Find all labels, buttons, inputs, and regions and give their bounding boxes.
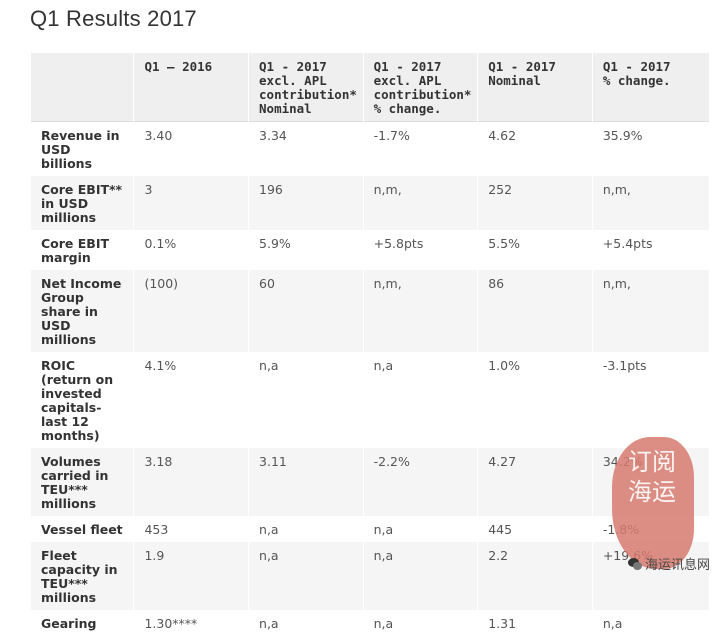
- table-cell: 60: [248, 270, 364, 352]
- header-row: Q1 – 2016 Q1 - 2017 excl. APL contribution…: [29, 53, 709, 122]
- watermark-seal: [612, 437, 694, 569]
- table-cell: 3.40: [133, 121, 249, 176]
- row-label: ROIC (return on invested capitals- last …: [29, 352, 134, 448]
- table-cell: +5.8pts: [362, 230, 478, 270]
- table-cell: 3.18: [133, 448, 249, 516]
- page-title: Q1 Results 2017: [30, 6, 197, 31]
- row-label: Net Income Group share in USD millions: [29, 270, 134, 352]
- table-row: Net Income Group share in USD millions (1…: [29, 270, 709, 352]
- header-cell: Q1 - 2017 excl. APL contribution*% change.: [362, 53, 478, 122]
- table-cell: 3.11: [248, 448, 364, 516]
- header-cell: Q1 - 2017 excl. APL contribution* Nominal: [248, 53, 364, 122]
- watermark-text: 海运讯息网: [644, 558, 710, 573]
- row-label: Vessel fleet: [29, 516, 134, 542]
- header-cell: Q1 - 2017 Nominal: [477, 53, 593, 122]
- row-label: Fleet capacity in TEU*** millions: [29, 542, 134, 610]
- table-cell: 196: [248, 176, 364, 230]
- table-cell: n,a: [362, 542, 478, 610]
- table-cell: 1.0%: [477, 352, 593, 448]
- row-label: Gearing: [29, 610, 134, 636]
- watermark-seal-text: 订阅海运: [628, 448, 676, 506]
- table-cell: 1.30****: [133, 610, 249, 636]
- table-cell: 3: [133, 176, 249, 230]
- table-cell: (100): [133, 270, 249, 352]
- table-cell: 5.9%: [248, 230, 364, 270]
- table-cell: 252: [477, 176, 593, 230]
- wechat-icon: [627, 558, 642, 570]
- table-cell: n,m,: [591, 176, 709, 230]
- table-row: Core EBIT margin 0.1% 5.9% +5.8pts 5.5% +5.4p…: [29, 230, 709, 270]
- table-cell: -1.7%: [362, 121, 478, 176]
- table-cell: 0.1%: [133, 230, 249, 270]
- table-cell: 86: [477, 270, 593, 352]
- table-cell: 4.27: [477, 448, 593, 516]
- header-cell: Q1 – 2016: [133, 53, 249, 122]
- table-row: ROIC (return on invested capitals- last …: [29, 352, 709, 448]
- table-row: Gearing 1.30**** n,a n,a 1.31 n,a: [29, 610, 709, 636]
- table-row: Core EBIT** in USD millions 3 196 n,m, 252 n,…: [29, 176, 709, 230]
- row-label: Revenue in USD billions: [29, 121, 134, 176]
- table-cell: -2.2%: [362, 448, 478, 516]
- table-cell: 4.62: [477, 121, 593, 176]
- table-cell: n,a: [248, 610, 364, 636]
- table-cell: n,m,: [362, 270, 478, 352]
- table-row: Revenue in USD billions 3.40 3.34 -1.7% 4.62…: [29, 121, 709, 176]
- table-cell: n,a: [591, 610, 709, 636]
- header-cell: [29, 53, 134, 122]
- table-cell: n,a: [248, 542, 364, 610]
- table-cell: 2.2: [477, 542, 593, 610]
- table-cell: 1.9: [133, 542, 249, 610]
- table-cell: -3.1pts: [591, 352, 709, 448]
- row-label: Core EBIT** in USD millions: [29, 176, 134, 230]
- table-cell: 4.1%: [133, 352, 249, 448]
- table-cell: 1.31: [477, 610, 593, 636]
- table-cell: n,m,: [591, 270, 709, 352]
- table-cell: 3.34: [248, 121, 364, 176]
- header-cell: Q1 - 2017% change.: [591, 53, 709, 122]
- table-cell: +5.4pts: [591, 230, 709, 270]
- table-cell: 35.9%: [591, 121, 709, 176]
- row-label: Volumes carried in TEU*** millions: [29, 448, 134, 516]
- watermark: 订阅海运 海运讯息网: [604, 437, 716, 577]
- table-cell: n,m,: [362, 176, 478, 230]
- table-cell: n,a: [362, 352, 478, 448]
- table-cell: n,a: [362, 610, 478, 636]
- table-cell: n,a: [248, 516, 364, 542]
- table-cell: n,a: [248, 352, 364, 448]
- watermark-caption: 海运讯息网: [627, 554, 710, 573]
- table-cell: n,a: [362, 516, 478, 542]
- table-cell: 453: [133, 516, 249, 542]
- table-cell: 5.5%: [477, 230, 593, 270]
- table-cell: 445: [477, 516, 593, 542]
- row-label: Core EBIT margin: [29, 230, 134, 270]
